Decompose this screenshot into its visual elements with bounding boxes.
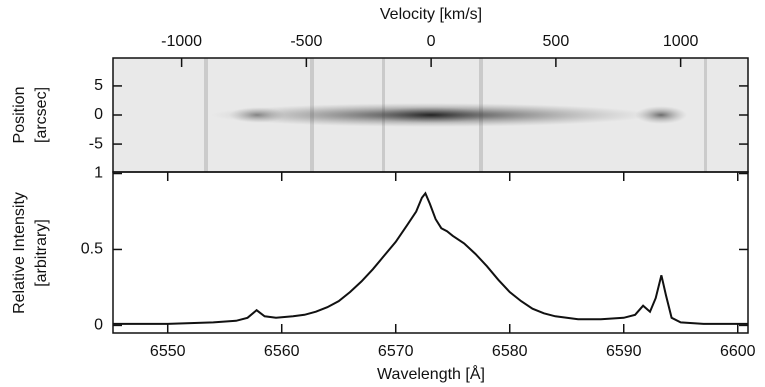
y-axis-label: [arcsec] <box>33 87 50 143</box>
y-tick-label: 0 <box>94 106 103 123</box>
x-tick-label: 6580 <box>492 343 528 360</box>
nii-blob <box>229 107 285 123</box>
y-tick-label: -5 <box>89 135 103 152</box>
y-axis-label: Position <box>11 87 28 144</box>
y-axis-label: [arbitrary] <box>33 219 50 287</box>
y-tick-label: 0 <box>94 317 103 334</box>
y-axis-label: Relative Intensity <box>11 192 28 314</box>
spectrum-line <box>113 191 748 325</box>
x-tick-label: 6560 <box>264 343 300 360</box>
galaxy-core <box>371 107 491 123</box>
y-tick-label: 5 <box>94 77 103 94</box>
x-tick-label: 6570 <box>378 343 414 360</box>
x-tick-label: 6600 <box>720 343 756 360</box>
y-tick-label: 1 <box>94 165 103 182</box>
x-tick-label: -1000 <box>161 33 202 50</box>
nii-blob <box>635 106 687 124</box>
x-tick-label: 500 <box>543 33 570 50</box>
bottom-frame <box>112 171 749 334</box>
x-tick-label: -500 <box>290 33 322 50</box>
top-axis-label: Velocity [km/s] <box>380 6 482 23</box>
x-tick-label: 1000 <box>663 33 699 50</box>
x-tick-label: 0 <box>427 33 436 50</box>
y-tick-label: 0.5 <box>81 241 103 258</box>
x-tick-label: 6550 <box>150 343 186 360</box>
x-tick-label: 6590 <box>606 343 642 360</box>
x-axis-label: Wavelength [Å] <box>377 364 485 383</box>
